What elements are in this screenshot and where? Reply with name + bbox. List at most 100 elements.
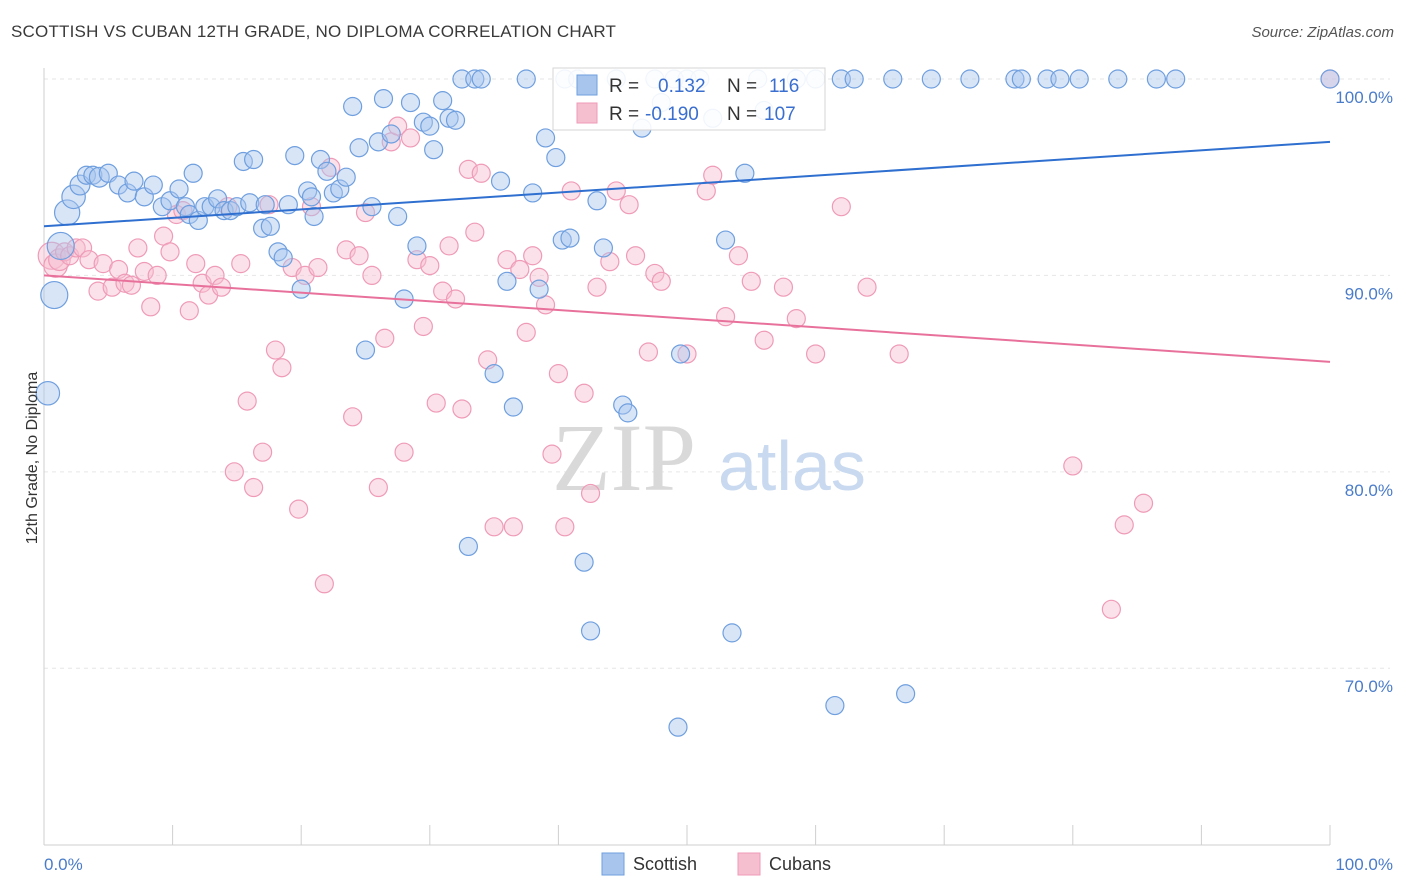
cubans-point (179, 301, 199, 321)
cubans-point (516, 322, 536, 342)
cubans-point (625, 246, 646, 266)
chart-title: SCOTTISH VS CUBAN 12TH GRADE, NO DIPLOMA… (11, 22, 617, 41)
scottish-point (330, 179, 350, 199)
y-tick-label: 90.0% (1345, 284, 1393, 303)
cubans-point (400, 128, 421, 148)
cubans-point (349, 246, 369, 266)
scottish-point (1011, 69, 1031, 89)
y-tick-label: 70.0% (1345, 677, 1393, 696)
scottish-point (1005, 69, 1025, 89)
scottish-point (240, 193, 260, 213)
cubans-trend-line (43, 274, 1331, 363)
cubans-point (134, 261, 154, 282)
scottish-point (503, 397, 523, 417)
scottish-point (580, 621, 601, 641)
cubans-point (141, 297, 161, 317)
scottish-point (304, 206, 324, 227)
cubans-point (715, 307, 736, 327)
scottish-point (516, 69, 536, 89)
cubans-point (265, 340, 286, 360)
cubans-point (231, 254, 251, 274)
scottish-point (1069, 69, 1089, 89)
scottish-swatch (576, 74, 598, 96)
cubans-point (388, 116, 408, 136)
cubans-point (362, 265, 382, 286)
cubans-point (465, 222, 485, 242)
cubans-point (497, 250, 517, 270)
scottish-point (349, 138, 369, 158)
scottish-point (310, 149, 331, 170)
legend-cubans-swatch (737, 852, 761, 876)
cubans-point (857, 277, 877, 297)
scottish-point (253, 218, 273, 238)
scottish-point (291, 279, 311, 299)
cubans-point (587, 277, 607, 297)
y-axis-label: 12th Grade, No Diploma (24, 372, 41, 545)
scottish-point (424, 140, 444, 160)
cubans-point (510, 259, 530, 280)
cubans-points (37, 69, 1340, 619)
cubans-point (439, 236, 459, 256)
trend-lines (43, 140, 1331, 363)
scottish-point (143, 175, 163, 195)
scottish-r-value: 0.132 (658, 76, 706, 97)
scottish-point (285, 146, 305, 166)
stats-box: R = 0.132 N = 116 R = -0.190 N = 107 (552, 67, 826, 131)
scottish-point (471, 69, 491, 89)
cubans-r-value: -0.190 (645, 104, 699, 125)
cubans-point (728, 246, 749, 266)
scottish-point (1320, 69, 1340, 89)
cubans-point (420, 255, 440, 276)
scottish-point (844, 69, 864, 89)
scottish-point (88, 166, 110, 188)
cubans-point (368, 477, 388, 498)
cubans-point (677, 344, 697, 364)
scottish-point (1108, 69, 1128, 89)
scottish-point (574, 552, 594, 572)
cubans-point (574, 383, 594, 403)
cubans-point (253, 442, 273, 462)
scottish-point (169, 179, 189, 199)
scottish-point (722, 623, 742, 643)
cubans-point (523, 246, 543, 266)
scottish-point (715, 230, 736, 250)
scottish-point (61, 184, 86, 210)
scottish-point (124, 171, 144, 191)
x-tick-label: 100.0% (1335, 855, 1393, 874)
cubans-point (786, 309, 806, 329)
scottish-point (336, 167, 356, 187)
scottish-point (260, 216, 280, 236)
watermark-atlas: atlas (718, 427, 866, 505)
cubans-point (805, 344, 826, 364)
cubans-point (426, 393, 446, 413)
scottish-point (560, 228, 580, 248)
cubans-point (638, 342, 659, 362)
scottish-point (301, 187, 322, 207)
cubans-point (645, 263, 665, 284)
scottish-point (420, 116, 440, 136)
cubans-point (1114, 515, 1134, 535)
cubans-point (314, 574, 334, 594)
cubans-point (1133, 493, 1154, 513)
cubans-point (308, 257, 328, 278)
cubans-point (224, 462, 244, 482)
legend: Scottish Cubans (601, 852, 831, 876)
cubans-r-label: R = (609, 104, 639, 125)
scottish-trend-line (43, 140, 1331, 228)
cubans-point (458, 159, 478, 179)
scottish-point (587, 191, 607, 211)
cubans-point (375, 328, 395, 348)
scottish-point (445, 110, 466, 130)
cubans-point (272, 358, 292, 378)
cubans-point (580, 483, 601, 504)
scottish-point (268, 242, 288, 262)
scottish-point (735, 163, 755, 183)
scottish-point (490, 171, 511, 191)
cubans-point (394, 442, 414, 462)
cubans-point (413, 316, 433, 337)
cubans-point (754, 330, 774, 350)
scottish-point (255, 195, 275, 215)
cubans-point (548, 364, 569, 384)
axes (43, 68, 1331, 846)
scottish-point (355, 340, 376, 360)
